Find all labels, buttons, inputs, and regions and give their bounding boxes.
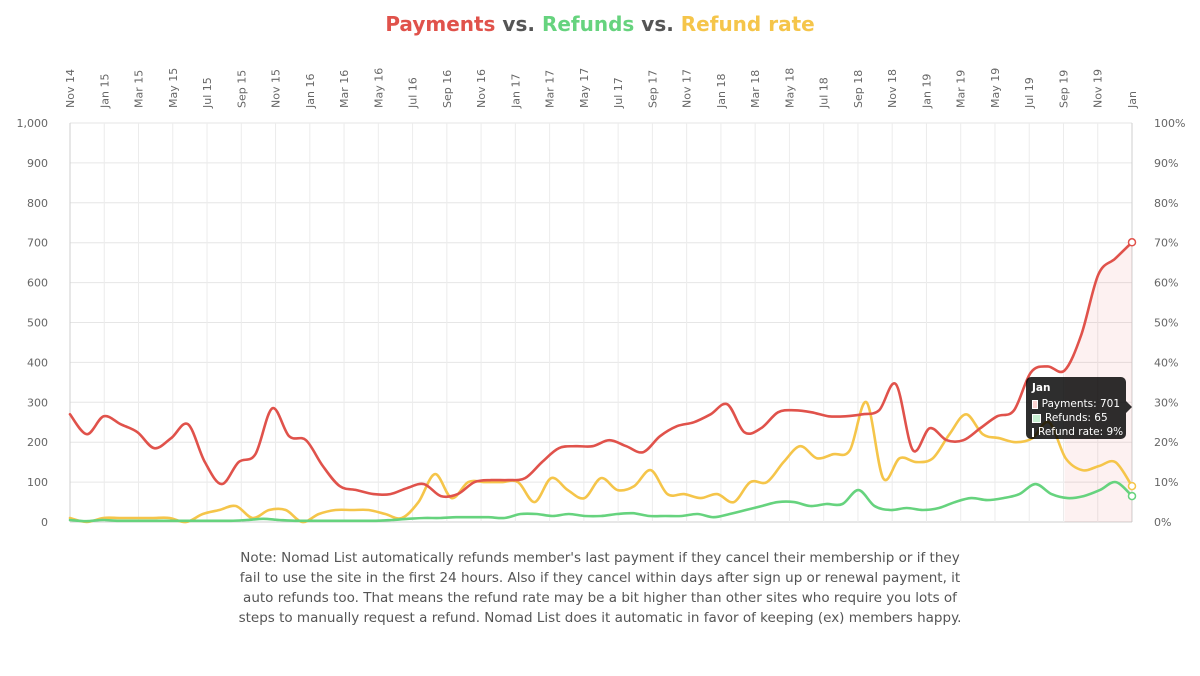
x-tick-label: Nov 14 bbox=[64, 69, 77, 108]
title-vs-1: vs. bbox=[495, 12, 542, 36]
y-left-tick-label: 0 bbox=[41, 516, 48, 529]
y-left-tick-label: 900 bbox=[27, 157, 48, 170]
x-tick-label: Jan bbox=[1126, 91, 1139, 109]
tooltip-title: Jan bbox=[1032, 382, 1051, 394]
y-right-tick-label: 90% bbox=[1154, 157, 1178, 170]
x-tick-label: Sep 18 bbox=[852, 70, 865, 108]
y-left-tick-label: 700 bbox=[27, 237, 48, 250]
refunds-series-line bbox=[68, 480, 1134, 523]
x-tick-label: Jan 18 bbox=[715, 74, 728, 109]
y-left-tick-label: 200 bbox=[27, 436, 48, 449]
x-tick-label: Jan 15 bbox=[98, 74, 111, 109]
y-right-tick-label: 10% bbox=[1154, 476, 1178, 489]
x-tick-label: Mar 17 bbox=[544, 70, 557, 108]
y-left-tick-label: 500 bbox=[27, 317, 48, 330]
y-right-tick-label: 80% bbox=[1154, 197, 1178, 210]
payments-series-line bbox=[68, 241, 1134, 499]
tooltip-refunds: Refunds: 65 bbox=[1045, 412, 1108, 424]
refund-rate-point-last bbox=[1127, 481, 1137, 491]
chart-title: Payments vs. Refunds vs. Refund rate bbox=[0, 12, 1200, 36]
y-left-tick-label: 400 bbox=[27, 356, 48, 369]
x-tick-label: Jan 16 bbox=[304, 74, 317, 109]
refund-rate-series-line bbox=[68, 400, 1134, 524]
y-left-tick-label: 300 bbox=[27, 396, 48, 409]
payments-point-last bbox=[1127, 238, 1137, 247]
tooltip-row-refund-rate: Refund rate: 9% bbox=[1032, 425, 1124, 439]
payments-swatch-icon bbox=[1032, 399, 1038, 409]
x-tick-label: Sep 19 bbox=[1057, 70, 1070, 108]
x-tick-label: Jul 18 bbox=[818, 77, 831, 109]
title-refunds: Refunds bbox=[541, 12, 635, 36]
x-tick-label: Jul 17 bbox=[612, 77, 625, 109]
refund-rate-swatch-icon bbox=[1032, 427, 1034, 437]
x-tick-label: Nov 15 bbox=[270, 69, 283, 108]
x-tick-label: Nov 16 bbox=[475, 69, 488, 108]
x-tick-label: Jan 19 bbox=[920, 74, 933, 109]
tooltip-refund-rate: Refund rate: 9% bbox=[1038, 426, 1124, 438]
x-tick-label: May 17 bbox=[578, 68, 591, 108]
x-tick-label: Jan 17 bbox=[509, 74, 522, 109]
y-right-tick-label: 0% bbox=[1154, 516, 1171, 529]
x-tick-label: Sep 17 bbox=[646, 70, 659, 108]
x-tick-label: Mar 16 bbox=[338, 70, 351, 108]
tooltip-row-payments: Payments: 701 bbox=[1032, 397, 1120, 411]
x-tick-label: Jul 19 bbox=[1023, 77, 1036, 109]
refunds-point-last bbox=[1127, 491, 1137, 501]
chart-note: Note: Nomad List automatically refunds m… bbox=[238, 550, 962, 626]
x-tick-label: Mar 18 bbox=[749, 70, 762, 108]
title-refund-rate: Refund rate bbox=[680, 12, 815, 36]
y-right-tick-label: 60% bbox=[1154, 277, 1178, 290]
y-left-tick-label: 1,000 bbox=[17, 117, 49, 130]
x-tick-label: Nov 17 bbox=[681, 69, 694, 108]
y-right-tick-label: 70% bbox=[1154, 237, 1178, 250]
tooltip-row-refunds: Refunds: 65 bbox=[1032, 411, 1120, 425]
tooltip-payments: Payments: 701 bbox=[1041, 398, 1120, 410]
x-tick-label: Nov 19 bbox=[1092, 69, 1105, 108]
y-left-tick-label: 800 bbox=[27, 197, 48, 210]
y-right-tick-label: 30% bbox=[1154, 396, 1178, 409]
x-tick-label: Mar 19 bbox=[955, 70, 968, 108]
x-tick-label: Sep 15 bbox=[235, 70, 248, 108]
title-vs-2: vs. bbox=[634, 12, 681, 36]
x-tick-label: Jul 15 bbox=[201, 77, 214, 109]
refunds-swatch-icon bbox=[1032, 413, 1041, 423]
x-tick-label: May 19 bbox=[989, 68, 1002, 108]
x-tick-label: Mar 15 bbox=[133, 70, 146, 108]
x-tick-label: May 15 bbox=[167, 68, 180, 108]
y-left-tick-label: 600 bbox=[27, 277, 48, 290]
y-right-tick-label: 40% bbox=[1154, 356, 1178, 369]
x-tick-label: May 16 bbox=[372, 68, 385, 108]
chart-tooltip: Jan Payments: 701 Refunds: 65 Refund rat… bbox=[1026, 377, 1132, 439]
x-tick-label: Jul 16 bbox=[407, 77, 420, 109]
title-payments: Payments bbox=[385, 12, 496, 36]
y-left-tick-label: 100 bbox=[27, 476, 48, 489]
x-tick-label: Sep 16 bbox=[441, 70, 454, 108]
y-right-tick-label: 50% bbox=[1154, 317, 1178, 330]
y-right-tick-label: 100% bbox=[1154, 117, 1185, 130]
x-tick-label: May 18 bbox=[783, 68, 796, 108]
x-tick-label: Nov 18 bbox=[886, 69, 899, 108]
y-right-tick-label: 20% bbox=[1154, 436, 1178, 449]
